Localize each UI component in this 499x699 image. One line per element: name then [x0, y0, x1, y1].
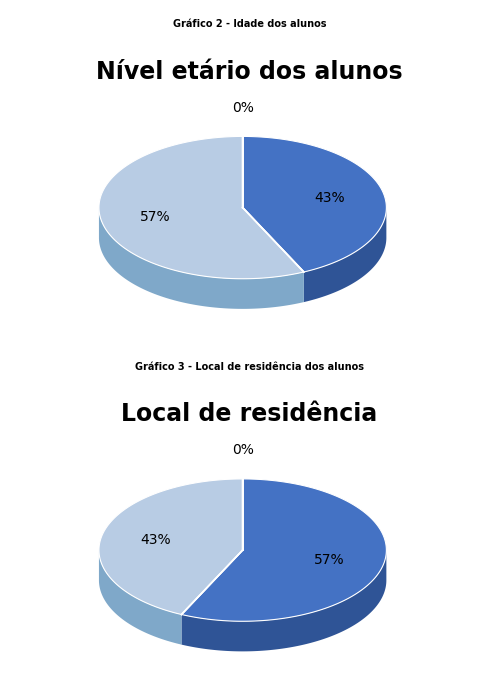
Polygon shape — [99, 479, 243, 614]
Polygon shape — [182, 479, 386, 621]
Text: Gráfico 2 - Idade dos alunos: Gráfico 2 - Idade dos alunos — [173, 20, 326, 29]
Text: 43%: 43% — [314, 191, 345, 205]
Text: 0%: 0% — [232, 101, 253, 115]
Text: Nível etário dos alunos: Nível etário dos alunos — [96, 60, 403, 84]
Text: 57%: 57% — [140, 210, 171, 224]
Polygon shape — [182, 550, 386, 651]
Polygon shape — [99, 136, 304, 279]
Text: 0%: 0% — [232, 443, 253, 457]
Polygon shape — [99, 208, 304, 309]
Text: Gráfico 3 - Local de residência dos alunos: Gráfico 3 - Local de residência dos alun… — [135, 362, 364, 372]
Text: Local de residência: Local de residência — [121, 403, 378, 426]
Polygon shape — [304, 208, 386, 302]
Polygon shape — [99, 550, 182, 644]
Text: 57%: 57% — [314, 553, 345, 567]
Polygon shape — [243, 136, 386, 272]
Text: 43%: 43% — [140, 533, 171, 547]
